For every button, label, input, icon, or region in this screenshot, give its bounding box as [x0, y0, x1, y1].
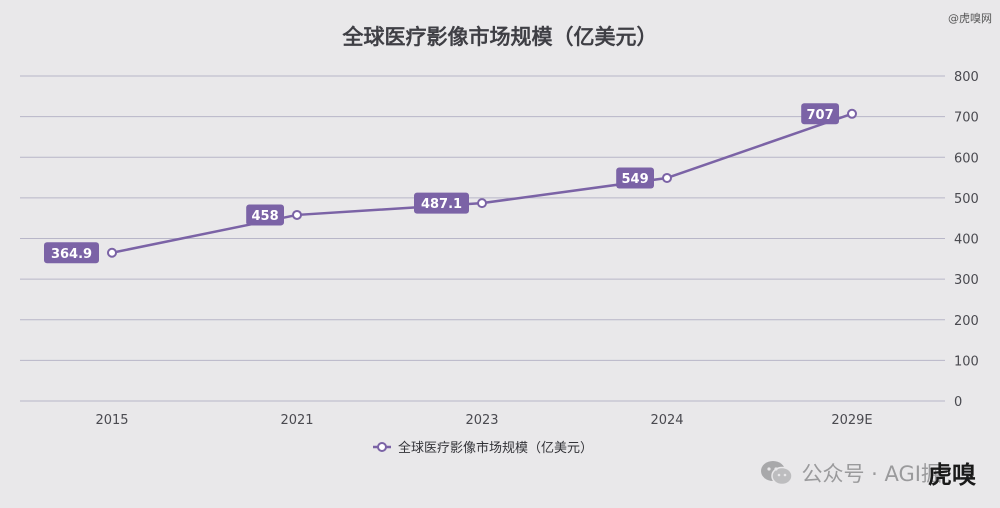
legend-label: 全球医疗影像市场规模（亿美元）: [398, 440, 593, 456]
watermark-top: @虎嗅网: [948, 12, 992, 25]
x-tick-label: 2015: [95, 413, 128, 428]
data-point: [292, 209, 302, 220]
data-labels: 364.9 458 487.1 549 707: [44, 103, 839, 264]
data-point: [662, 172, 672, 183]
y-tick-label: 700: [954, 111, 979, 126]
data-label: 707: [807, 108, 834, 123]
data-label-box: [414, 192, 469, 214]
y-tick-label: 300: [954, 273, 979, 288]
legend[interactable]: 全球医疗影像市场规模（亿美元）: [373, 440, 593, 456]
data-point: [107, 247, 117, 258]
series-group: [107, 108, 857, 258]
data-label: 549: [622, 172, 649, 187]
x-tick-label: 2029E: [831, 413, 872, 428]
y-tick-label: 100: [954, 354, 979, 369]
x-axis-ticks: 2015 2021 2023 2024 2029E: [95, 413, 872, 428]
wechat-icon: [760, 460, 793, 485]
x-tick-label: 2024: [650, 413, 683, 428]
y-tick-label: 500: [954, 192, 979, 207]
watermark-logo: 虎嗅: [928, 460, 976, 489]
y-tick-label: 400: [954, 233, 979, 248]
y-axis-ticks: 0 100 200 300 400 500 600 700 800: [954, 70, 979, 410]
chart-title: 全球医疗影像市场规模（亿美元）: [342, 25, 658, 49]
series-line: [111, 112, 853, 254]
data-label: 487.1: [421, 197, 462, 212]
watermark-bottom: 公众号 · AGI掘 虎嗅: [760, 455, 976, 490]
data-label-box: [801, 103, 839, 125]
y-tick-label: 200: [954, 314, 979, 329]
watermark-account-text: 公众号 · AGI掘: [801, 461, 943, 486]
legend-swatch-marker: [377, 442, 387, 452]
x-tick-label: 2023: [465, 413, 498, 428]
data-label-box: [616, 167, 654, 189]
x-tick-label: 2021: [280, 413, 313, 428]
data-label-box: [44, 242, 99, 264]
data-label-box: [246, 204, 284, 226]
data-point: [477, 198, 487, 209]
grid: [20, 75, 945, 402]
data-label: 364.9: [51, 247, 92, 262]
y-tick-label: 800: [954, 70, 979, 85]
y-tick-label: 0: [954, 395, 962, 410]
y-tick-label: 600: [954, 151, 979, 166]
data-point: [847, 108, 857, 119]
data-label: 458: [252, 209, 279, 224]
